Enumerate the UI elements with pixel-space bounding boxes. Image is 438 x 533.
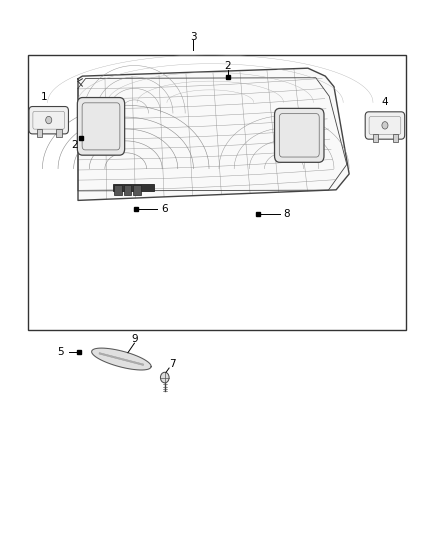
Bar [133, 184, 141, 195]
Bar [57, 129, 61, 137]
FancyBboxPatch shape [275, 108, 324, 163]
Circle shape [382, 122, 388, 129]
Text: 6: 6 [161, 204, 168, 214]
FancyBboxPatch shape [365, 112, 405, 139]
Bar [373, 134, 378, 142]
Polygon shape [78, 68, 349, 200]
FancyBboxPatch shape [29, 107, 68, 134]
Text: 1: 1 [41, 92, 47, 102]
Text: 9: 9 [131, 335, 138, 344]
Circle shape [46, 116, 52, 124]
Bar [28, 55, 406, 330]
Text: 5: 5 [57, 347, 64, 357]
Text: 2: 2 [224, 61, 231, 70]
Text: 7: 7 [169, 359, 176, 369]
Bar [114, 184, 122, 195]
Bar [124, 184, 131, 195]
Bar [113, 184, 154, 191]
Bar [37, 129, 42, 137]
Text: 2: 2 [71, 140, 78, 150]
Text: 3: 3 [190, 32, 196, 42]
Text: 4: 4 [381, 96, 388, 107]
Text: 8: 8 [283, 208, 290, 219]
Circle shape [160, 372, 169, 383]
Polygon shape [92, 348, 151, 370]
FancyBboxPatch shape [78, 98, 125, 155]
Bar [392, 134, 398, 142]
